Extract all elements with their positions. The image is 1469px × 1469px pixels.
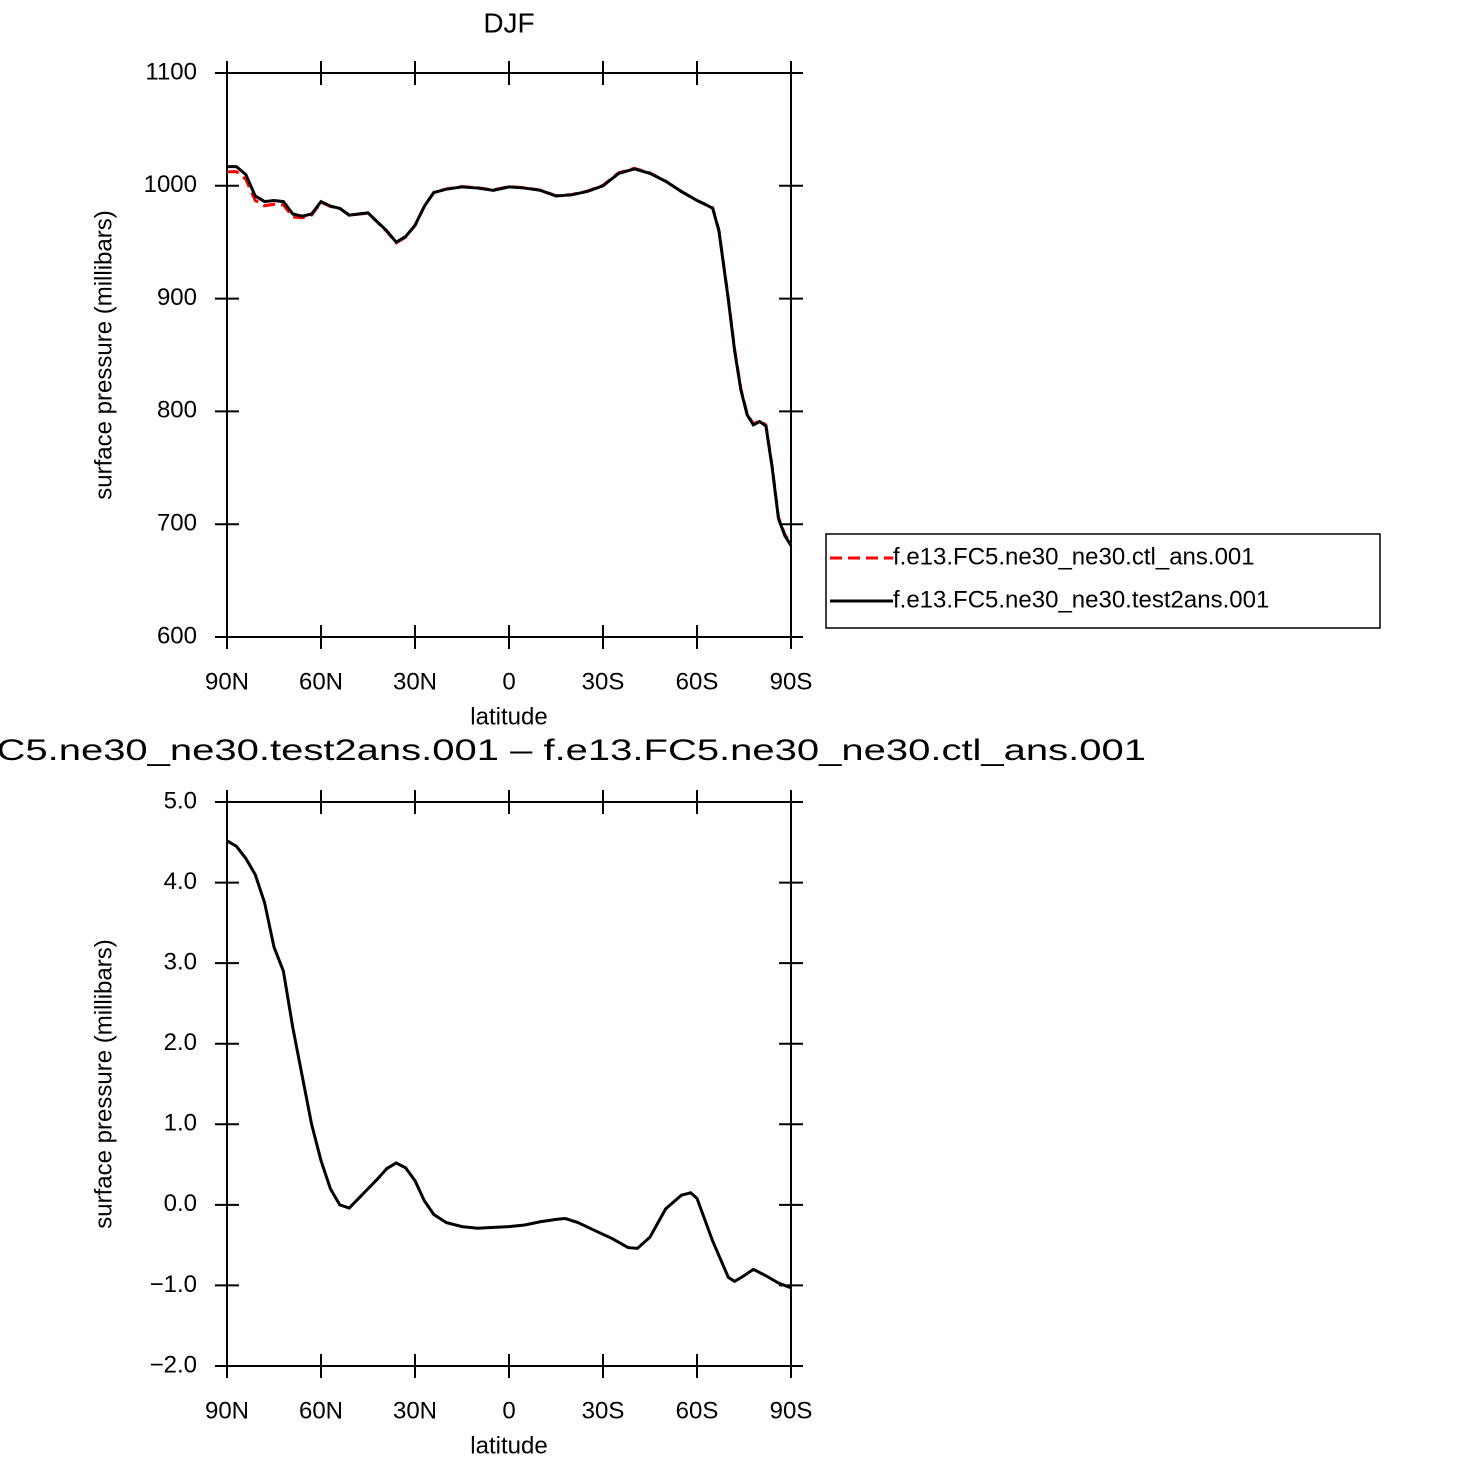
y-tick-label: 600 — [157, 622, 197, 649]
chart-title: f.e13.FC5.ne30_ne30.test2ans.001 – f.e13… — [0, 734, 1146, 767]
y-tick-label: 2.0 — [164, 1029, 197, 1056]
data-line — [227, 165, 793, 547]
chart-title: DJF — [483, 7, 534, 38]
x-tick-label: 90S — [770, 1397, 813, 1424]
data-line — [226, 166, 793, 546]
y-tick-label: 1000 — [144, 171, 197, 198]
x-tick-label: 0 — [502, 1397, 515, 1424]
x-tick-label: 30S — [582, 668, 625, 695]
y-tick-label: −2.0 — [150, 1351, 197, 1378]
x-tick-label: 60N — [299, 668, 343, 695]
legend-label: f.e13.FC5.ne30_ne30.test2ans.001 — [893, 586, 1269, 613]
y-tick-label: 5.0 — [164, 787, 197, 814]
x-axis-label: latitude — [470, 703, 547, 730]
x-tick-label: 90S — [770, 668, 813, 695]
x-tick-label: 30N — [393, 668, 437, 695]
y-tick-label: −1.0 — [150, 1271, 197, 1298]
plot-frame — [226, 801, 792, 1367]
x-tick-label: 60N — [299, 1397, 343, 1424]
x-tick-label: 0 — [502, 668, 515, 695]
x-tick-label: 60S — [676, 668, 719, 695]
y-tick-label: 900 — [157, 284, 197, 311]
x-tick-label: 30S — [582, 1397, 625, 1424]
x-tick-label: 30N — [393, 1397, 437, 1424]
x-axis-label: latitude — [470, 1432, 547, 1459]
x-tick-label: 60S — [676, 1397, 719, 1424]
legend-box — [825, 533, 1381, 629]
y-axis-label: surface pressure (millibars) — [90, 210, 117, 499]
x-tick-label: 90N — [205, 668, 249, 695]
y-tick-label: 1.0 — [164, 1110, 197, 1137]
legend-label: f.e13.FC5.ne30_ne30.ctl_ans.001 — [893, 543, 1255, 570]
x-tick-label: 90N — [205, 1397, 249, 1424]
y-axis-label: surface pressure (millibars) — [90, 939, 117, 1228]
plot-frame — [226, 72, 792, 638]
y-tick-label: 1100 — [145, 58, 197, 85]
y-tick-label: 800 — [157, 397, 197, 424]
data-line — [226, 839, 792, 1290]
y-tick-label: 0.0 — [164, 1190, 197, 1217]
y-tick-label: 3.0 — [164, 948, 197, 975]
y-tick-label: 4.0 — [164, 868, 197, 895]
y-tick-label: 700 — [157, 510, 197, 537]
